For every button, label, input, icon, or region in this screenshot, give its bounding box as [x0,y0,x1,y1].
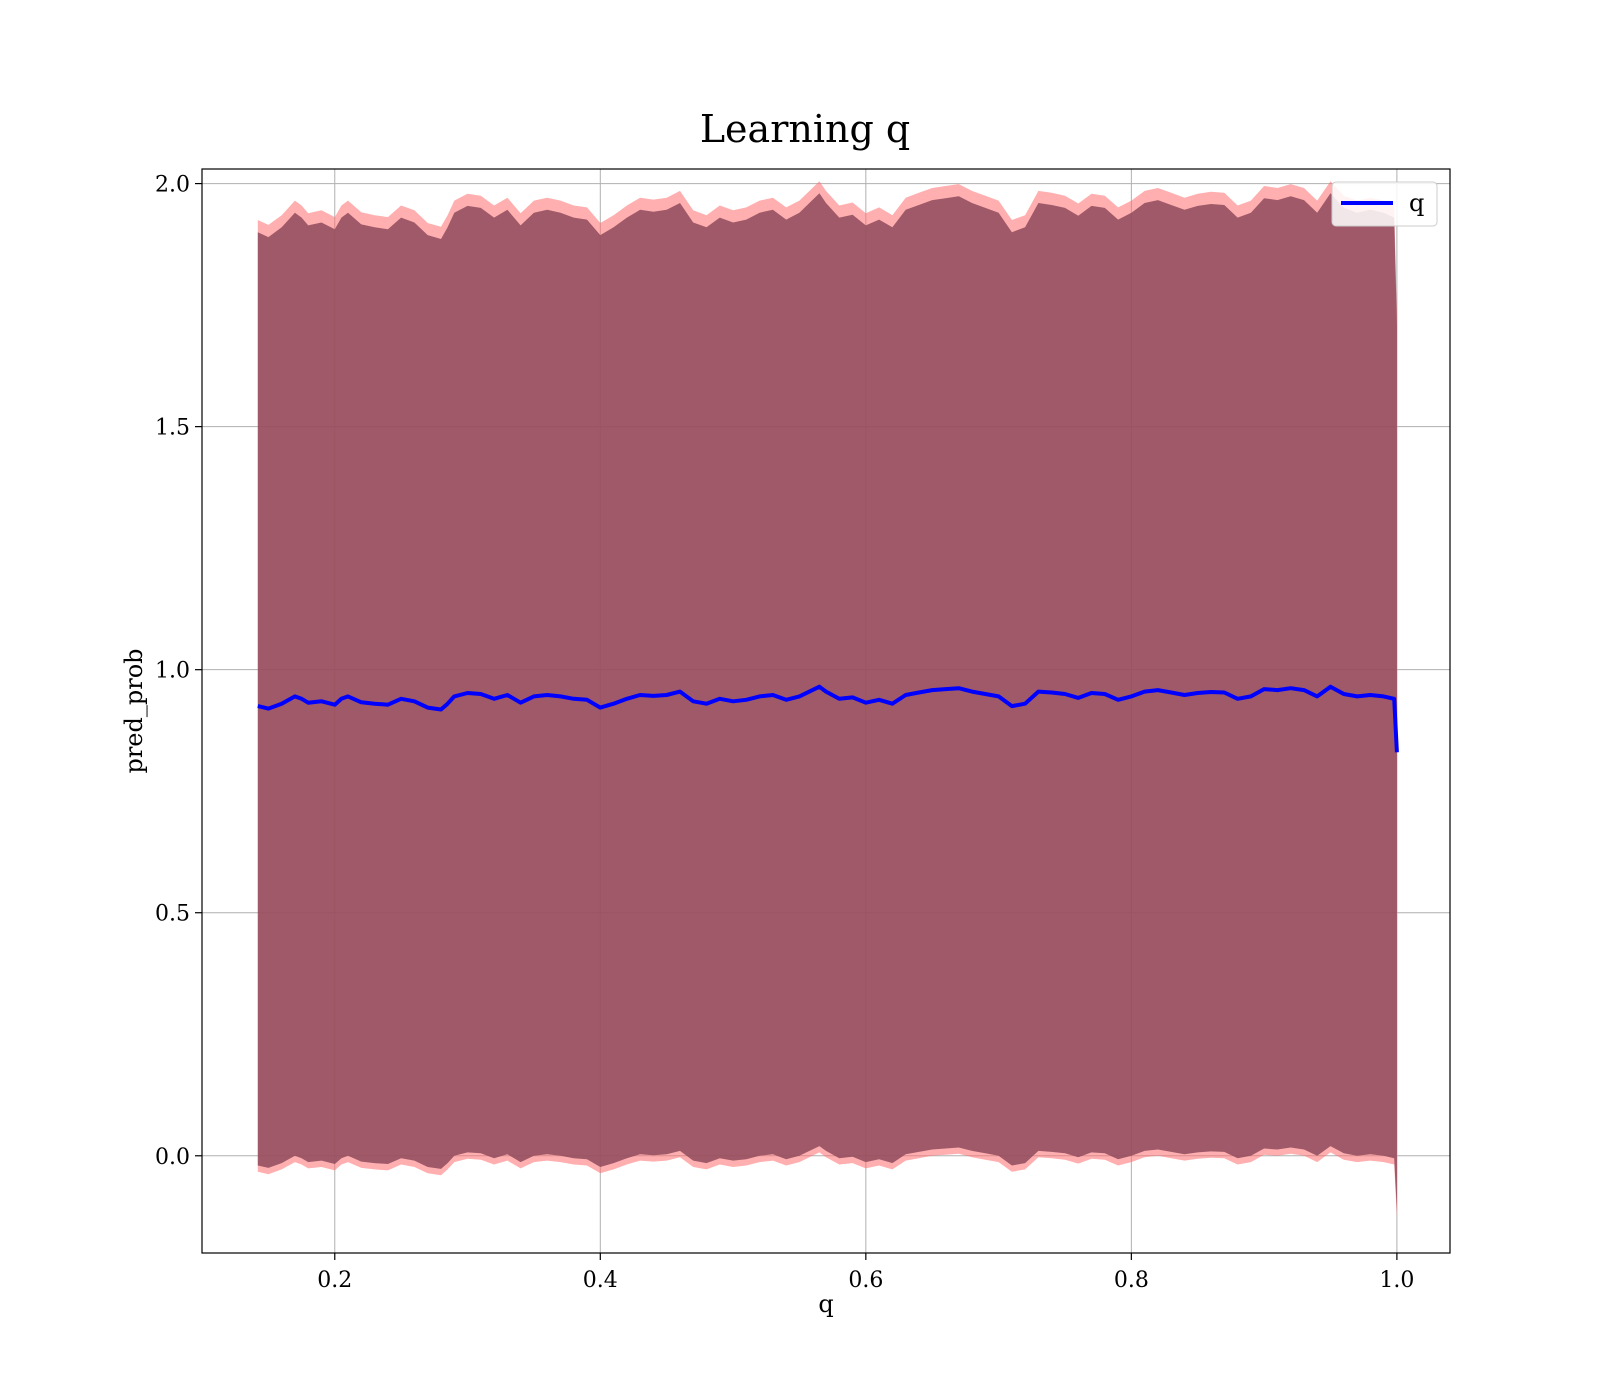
y-tick-label: 1.5 [155,416,190,441]
x-tick-label: 1.0 [1379,1268,1414,1293]
x-tick-label: 0.2 [317,1268,352,1293]
y-tick-label: 0.5 [155,902,190,927]
x-tick-label: 0.6 [848,1268,883,1293]
legend-label-q: q [1409,189,1424,217]
x-axis-label: q [818,1290,833,1318]
y-axis-label: pred_prob [120,648,148,773]
uncertainty-band-inner [257,193,1397,1212]
plot-frame [201,168,1451,1254]
y-tick-label: 0.0 [155,1145,190,1170]
x-axis: 0.2 0.4 0.6 0.8 1.0 [317,1253,1414,1293]
y-axis: 0.0 0.5 1.0 1.5 2.0 [155,173,202,1170]
series-line-q [257,684,1399,753]
y-tick-label: 2.0 [155,173,190,198]
x-tick-label: 0.8 [1114,1268,1149,1293]
legend: q [1331,181,1438,227]
x-tick-label: 0.4 [583,1268,618,1293]
chart-title: Learning q [700,107,910,151]
y-tick-label: 1.0 [155,659,190,684]
